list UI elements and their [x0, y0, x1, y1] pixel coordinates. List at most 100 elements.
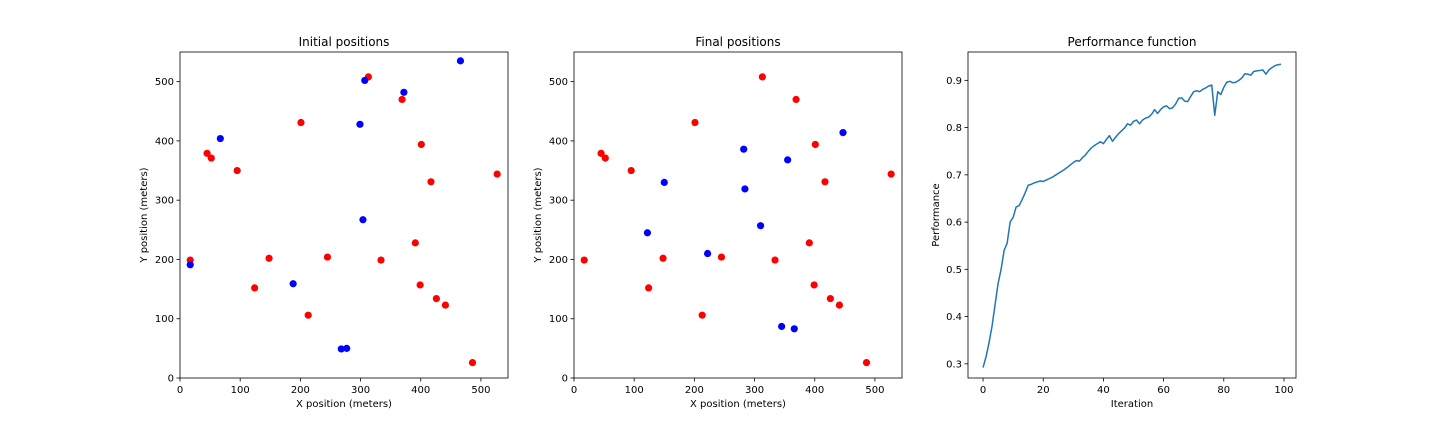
x-tick-label: 100: [1274, 385, 1293, 396]
y-tick-label: 200: [155, 255, 174, 266]
y-tick-label: 0.3: [946, 359, 962, 370]
y-tick-label: 500: [155, 77, 174, 88]
blue-point: [756, 222, 765, 230]
red-point: [792, 95, 800, 104]
x-axis-label: Iteration: [1111, 399, 1153, 410]
y-axis-label: Performance: [931, 183, 942, 246]
performance-function-chart: Performance function 0 20 40 60 80 100 0.3 0.4 0.…: [931, 35, 1297, 410]
blue-point: [704, 249, 712, 258]
red-point: [691, 118, 699, 127]
x-tick-label: 80: [1217, 385, 1230, 396]
y-tick-label: 0.6: [946, 218, 962, 229]
red-point: [826, 294, 834, 303]
blue-point: [784, 156, 792, 164]
blue-point: [186, 261, 194, 269]
x-tick-label: 400: [805, 385, 824, 396]
red-point: [427, 178, 435, 186]
x-tick-label: 500: [471, 385, 490, 396]
y-tick-label: 0.5: [946, 265, 962, 276]
red-point: [758, 73, 766, 81]
y-tick-label: 0.4: [946, 312, 962, 323]
red-point: [717, 253, 726, 261]
red-point: [297, 118, 305, 127]
red-point: [207, 154, 215, 162]
red-point: [627, 166, 635, 175]
y-tick-label: 100: [549, 314, 568, 325]
blue-point: [660, 178, 668, 186]
y-tick-label: 0: [562, 374, 568, 385]
performance-line: [982, 63, 1282, 368]
blue-point: [839, 129, 847, 137]
x-axis-label: X position (meters): [690, 399, 786, 410]
axes-frame: [573, 51, 903, 379]
red-point: [601, 154, 609, 162]
chart-title: Initial positions: [299, 35, 390, 49]
red-point: [432, 294, 440, 303]
red-point: [645, 284, 653, 292]
red-point: [887, 170, 895, 178]
chart-title: Final positions: [695, 35, 780, 49]
x-tick-label: 400: [411, 385, 430, 396]
x-tick-label: 0: [980, 385, 986, 396]
red-point: [862, 358, 871, 367]
red-point: [323, 253, 332, 261]
y-tick-label: 100: [155, 314, 174, 325]
y-axis-label: Y position (meters): [533, 167, 544, 263]
y-axis-label: Y position (meters): [139, 167, 150, 263]
red-point: [805, 239, 813, 247]
y-tick-label: 400: [549, 136, 568, 147]
red-point: [771, 256, 779, 264]
x-tick-label: 20: [1037, 385, 1050, 396]
plot-area: [186, 57, 501, 367]
red-point: [233, 166, 241, 175]
y-tick-label: 0.7: [946, 170, 962, 181]
y-tick-label: 400: [155, 136, 174, 147]
blue-point: [643, 229, 652, 237]
red-point: [251, 284, 259, 292]
y-tick-label: 0.9: [946, 76, 962, 87]
red-point: [411, 239, 419, 247]
final-positions-chart: Final positions 0 100 200 300 400 500 0 100 200 30…: [533, 35, 903, 410]
blue-point: [741, 185, 749, 193]
red-point: [597, 149, 605, 157]
red-point: [304, 311, 312, 319]
red-point: [811, 140, 819, 149]
blue-point: [216, 134, 224, 143]
red-point: [698, 311, 706, 319]
red-point: [821, 178, 829, 186]
axes-frame: [967, 51, 1297, 379]
blue-point: [456, 57, 465, 65]
y-tick-label: 300: [549, 196, 568, 207]
red-point: [417, 140, 425, 149]
blue-point: [778, 322, 786, 331]
red-point: [265, 254, 273, 262]
blue-point: [790, 325, 798, 333]
blue-point: [361, 76, 369, 85]
initial-positions-chart: Initial positions 0 100 200 300 400 500 0 100 200…: [139, 35, 509, 410]
blue-point: [359, 216, 367, 224]
red-point: [203, 149, 211, 157]
x-tick-label: 0: [177, 385, 183, 396]
red-point: [377, 256, 385, 264]
red-point: [810, 281, 818, 289]
y-tick-label: 200: [549, 255, 568, 266]
x-axis-label: X position (meters): [296, 399, 392, 410]
plot-area: [982, 63, 1282, 368]
x-tick-label: 60: [1157, 385, 1170, 396]
x-tick-label: 40: [1097, 385, 1110, 396]
red-point: [580, 256, 588, 264]
blue-point: [740, 145, 748, 153]
x-tick-label: 100: [231, 385, 250, 396]
blue-point: [356, 120, 364, 128]
x-tick-label: 500: [865, 385, 884, 396]
x-tick-label: 200: [685, 385, 704, 396]
blue-point: [337, 345, 345, 353]
blue-point: [289, 280, 297, 288]
red-point: [835, 301, 844, 309]
y-tick-label: 500: [549, 77, 568, 88]
x-tick-label: 0: [571, 385, 577, 396]
x-tick-label: 300: [745, 385, 764, 396]
red-point: [398, 95, 406, 104]
blue-point: [400, 88, 408, 96]
